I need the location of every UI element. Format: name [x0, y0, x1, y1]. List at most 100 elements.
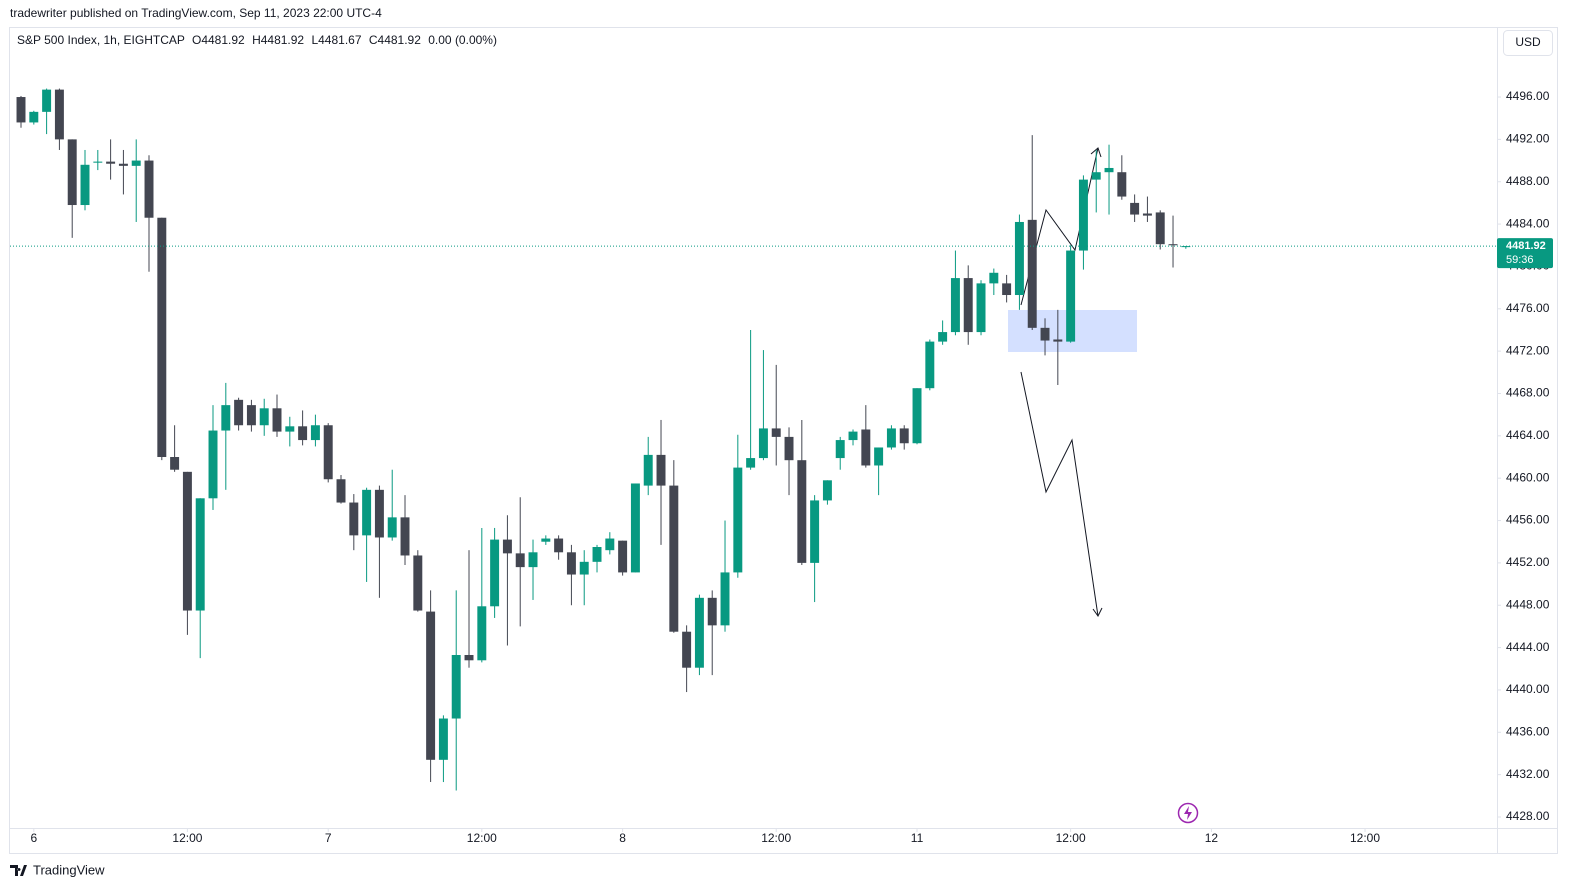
y-tick-label: 4464.00 — [1506, 428, 1550, 442]
candle-body — [643, 454, 653, 486]
x-tick-label: 12:00 — [761, 831, 791, 845]
candle-body — [42, 89, 52, 112]
candle-body — [758, 428, 768, 459]
y-tick-label: 4436.00 — [1506, 724, 1550, 738]
candle-body — [490, 539, 500, 607]
x-tick-label: 6 — [30, 831, 37, 845]
candle-body — [938, 332, 948, 342]
candle-body — [515, 553, 525, 568]
candle-body — [554, 538, 564, 553]
currency[interactable]: USD — [1515, 35, 1541, 49]
y-tick-label: 4452.00 — [1506, 555, 1550, 569]
y-tick-label: 4448.00 — [1506, 597, 1550, 611]
candle-body — [29, 111, 39, 123]
candle-body — [80, 164, 90, 206]
candle-body — [630, 483, 640, 573]
candle-body — [797, 460, 807, 563]
candle-body — [1002, 283, 1012, 296]
candle-body — [592, 547, 602, 562]
candle-body — [208, 430, 218, 499]
candle-body — [771, 428, 781, 437]
candle-body — [733, 467, 743, 573]
brand-logo — [10, 865, 27, 876]
change: 0.00 (0.00%) — [428, 33, 497, 47]
candle-body — [464, 654, 474, 661]
candle-body — [195, 498, 205, 611]
candle-body — [810, 500, 820, 563]
candle-body — [323, 425, 333, 480]
candle-body — [1053, 339, 1063, 342]
chart-frame — [9, 27, 1558, 854]
candle-body — [1117, 172, 1127, 197]
path-down — [1020, 371, 1099, 617]
candle-body — [1181, 246, 1191, 248]
candle-body — [566, 552, 576, 575]
y-tick-label: 4440.00 — [1506, 682, 1550, 696]
candle-body — [413, 555, 423, 611]
y-tick-label: 4460.00 — [1506, 470, 1550, 484]
candle-body — [285, 426, 295, 432]
candle-body — [605, 538, 615, 551]
candle-body — [541, 538, 551, 542]
symbol: S&P 500 Index, 1h, EIGHTCAP — [17, 33, 185, 47]
y-tick-label: 4484.00 — [1506, 216, 1550, 230]
candle-body — [374, 489, 384, 538]
countdown: 59:36 — [1506, 254, 1534, 266]
candle-body — [950, 278, 960, 333]
candle-body — [234, 399, 244, 426]
currency-button[interactable] — [1503, 30, 1553, 56]
x-tick-label: 12:00 — [467, 831, 497, 845]
x-tick-label: 12:00 — [1350, 831, 1380, 845]
candle-body — [899, 428, 909, 444]
candle-body — [1130, 202, 1140, 215]
ohlc-close: C4481.92 — [369, 33, 421, 47]
y-tick-label: 4468.00 — [1506, 386, 1550, 400]
candle-body — [93, 161, 103, 163]
candle-body — [349, 502, 359, 536]
y-tick-label: 4476.00 — [1506, 301, 1550, 315]
x-tick-label: 8 — [619, 831, 626, 845]
candle-body — [259, 408, 269, 426]
candle-body — [451, 654, 461, 719]
candle-body — [1091, 172, 1101, 180]
candle-body — [822, 480, 832, 501]
candle-body — [272, 408, 282, 432]
candle-body — [669, 485, 679, 632]
candle-body — [144, 160, 154, 218]
x-tick-label: 7 — [325, 831, 332, 845]
last-price-tag — [1497, 238, 1553, 269]
candle-body — [1168, 244, 1178, 246]
candle-body — [1066, 250, 1076, 342]
candle-body — [874, 447, 884, 466]
ohlc-high: H4481.92 — [252, 33, 304, 47]
candle-body — [694, 597, 704, 668]
candle-body — [784, 436, 794, 461]
candle-body — [925, 341, 935, 389]
legend: S&P 500 Index, 1h, EIGHTCAP O4481.92 H44… — [17, 33, 497, 47]
y-tick-label: 4432.00 — [1506, 767, 1550, 781]
candle-body — [336, 479, 346, 503]
candle-body — [835, 440, 845, 459]
candle-body — [118, 163, 128, 166]
candle-body — [963, 278, 973, 333]
candle-body — [1014, 221, 1024, 296]
candle-body — [131, 160, 141, 166]
candle-body — [16, 97, 26, 123]
last-price-label: 4481.92 — [1506, 240, 1546, 252]
candle-body — [720, 572, 730, 626]
candle-body — [1078, 179, 1088, 251]
publisher: tradewriter published on TradingView.com… — [10, 6, 382, 20]
ohlc-low: L4481.67 — [311, 33, 361, 47]
y-tick-label: 4496.00 — [1506, 89, 1550, 103]
candle-body — [170, 457, 180, 470]
candle-body — [54, 89, 64, 140]
candle-body — [976, 283, 986, 333]
candle-body — [1040, 327, 1050, 341]
candle-body — [912, 388, 922, 444]
candle-body — [182, 471, 192, 611]
candle-body — [989, 272, 999, 284]
y-tick-label: 4456.00 — [1506, 513, 1550, 527]
ohlc-open: O4481.92 — [192, 33, 245, 47]
